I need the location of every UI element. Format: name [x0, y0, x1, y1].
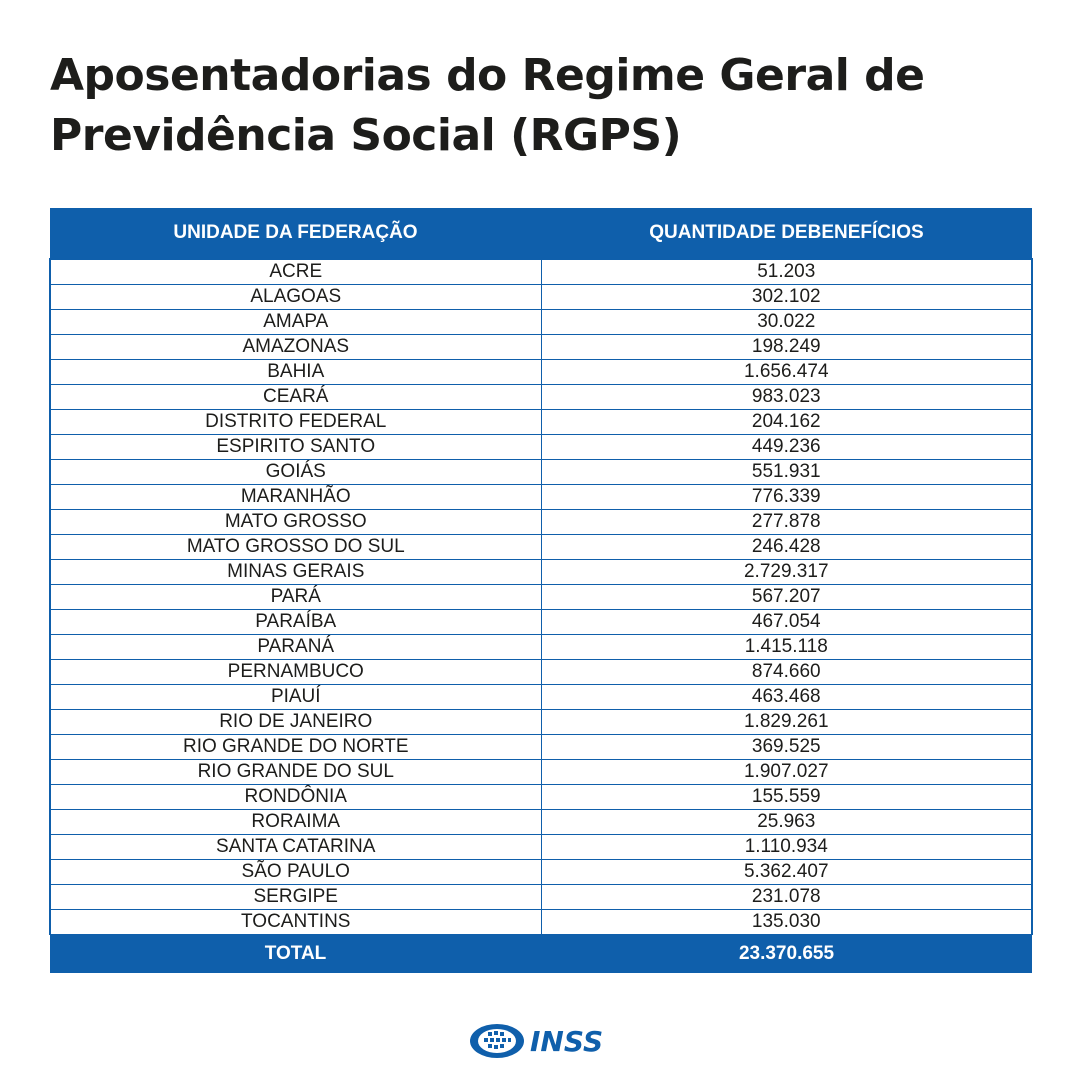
state-cell: PIAUÍ: [49, 684, 542, 710]
table-row: PARANÁ 1.415.118: [49, 634, 1033, 660]
table-row: SÃO PAULO 5.362.407: [49, 859, 1033, 885]
state-cell: RONDÔNIA: [49, 784, 542, 810]
quantity-cell: 25.963: [540, 809, 1033, 835]
table-row: MATO GROSSO 277.878: [49, 509, 1033, 535]
quantity-cell: 246.428: [540, 534, 1033, 560]
header-quantity: QUANTIDADE DEBENEFÍCIOS: [541, 208, 1032, 259]
state-cell: ESPIRITO SANTO: [49, 434, 542, 460]
total-row: TOTAL 23.370.655: [50, 934, 1032, 973]
state-cell: RIO GRANDE DO SUL: [49, 759, 542, 785]
header-state: UNIDADE DA FEDERAÇÃO: [50, 208, 541, 259]
total-value: 23.370.655: [541, 934, 1032, 973]
state-cell: MATO GROSSO DO SUL: [49, 534, 542, 560]
table-header: UNIDADE DA FEDERAÇÃO QUANTIDADE DEBENEFÍ…: [50, 208, 1032, 259]
quantity-cell: 1.829.261: [540, 709, 1033, 735]
table-row: AMAZONAS 198.249: [49, 334, 1033, 360]
table-row: RIO GRANDE DO SUL 1.907.027: [49, 759, 1033, 785]
table-row: RIO DE JANEIRO 1.829.261: [49, 709, 1033, 735]
state-cell: DISTRITO FEDERAL: [49, 409, 542, 435]
table-row: PIAUÍ 463.468: [49, 684, 1033, 710]
total-label: TOTAL: [50, 934, 541, 973]
quantity-cell: 155.559: [540, 784, 1033, 810]
benefits-table-container: UNIDADE DA FEDERAÇÃO QUANTIDADE DEBENEFÍ…: [49, 208, 1033, 978]
state-cell: RIO GRANDE DO NORTE: [49, 734, 542, 760]
state-cell: MARANHÃO: [49, 484, 542, 510]
inss-logo: INSS: [468, 1019, 616, 1063]
table-body: ACRE 51.203 ALAGOAS 302.102 AMAPA 30.022 AMAZO…: [49, 258, 1033, 935]
state-cell: GOIÁS: [49, 459, 542, 485]
quantity-cell: 369.525: [540, 734, 1033, 760]
table-row: AMAPA 30.022: [49, 309, 1033, 335]
state-cell: MINAS GERAIS: [49, 559, 542, 585]
quantity-cell: 231.078: [540, 884, 1033, 910]
state-cell: RORAIMA: [49, 809, 542, 835]
table-row: CEARÁ 983.023: [49, 384, 1033, 410]
quantity-cell: 567.207: [540, 584, 1033, 610]
quantity-cell: 198.249: [540, 334, 1033, 360]
state-cell: SÃO PAULO: [49, 859, 542, 885]
table-row: MINAS GERAIS 2.729.317: [49, 559, 1033, 585]
quantity-cell: 1.907.027: [540, 759, 1033, 785]
table-row: ALAGOAS 302.102: [49, 284, 1033, 310]
quantity-cell: 30.022: [540, 309, 1033, 335]
table-row: RORAIMA 25.963: [49, 809, 1033, 835]
state-cell: PARAÍBA: [49, 609, 542, 635]
table-row: RIO GRANDE DO NORTE 369.525: [49, 734, 1033, 760]
state-cell: RIO DE JANEIRO: [49, 709, 542, 735]
page-title: Aposentadorias do Regime Geral de Previd…: [50, 50, 925, 161]
quantity-cell: 2.729.317: [540, 559, 1033, 585]
quantity-cell: 776.339: [540, 484, 1033, 510]
table-row: ESPIRITO SANTO 449.236: [49, 434, 1033, 460]
state-cell: TOCANTINS: [49, 909, 542, 935]
state-cell: CEARÁ: [49, 384, 542, 410]
state-cell: SERGIPE: [49, 884, 542, 910]
quantity-cell: 874.660: [540, 659, 1033, 685]
state-cell: ACRE: [49, 258, 542, 285]
table-row: MATO GROSSO DO SUL 246.428: [49, 534, 1033, 560]
quantity-cell: 204.162: [540, 409, 1033, 435]
benefits-table: UNIDADE DA FEDERAÇÃO QUANTIDADE DEBENEFÍ…: [49, 208, 1033, 973]
table-row: SERGIPE 231.078: [49, 884, 1033, 910]
state-cell: AMAPA: [49, 309, 542, 335]
state-cell: BAHIA: [49, 359, 542, 385]
table-row: ACRE 51.203: [49, 258, 1033, 285]
quantity-cell: 135.030: [540, 909, 1033, 935]
quantity-cell: 551.931: [540, 459, 1033, 485]
quantity-cell: 277.878: [540, 509, 1033, 535]
table-row: TOCANTINS 135.030: [49, 909, 1033, 935]
table-footer: TOTAL 23.370.655: [50, 934, 1032, 973]
table-header-row: UNIDADE DA FEDERAÇÃO QUANTIDADE DEBENEFÍ…: [50, 208, 1032, 259]
state-cell: PARÁ: [49, 584, 542, 610]
table-row: MARANHÃO 776.339: [49, 484, 1033, 510]
quantity-cell: 467.054: [540, 609, 1033, 635]
quantity-cell: 1.110.934: [540, 834, 1033, 860]
quantity-cell: 449.236: [540, 434, 1033, 460]
table-row: PERNAMBUCO 874.660: [49, 659, 1033, 685]
quantity-cell: 983.023: [540, 384, 1033, 410]
quantity-cell: 5.362.407: [540, 859, 1033, 885]
quantity-cell: 1.415.118: [540, 634, 1033, 660]
state-cell: ALAGOAS: [49, 284, 542, 310]
table-row: SANTA CATARINA 1.110.934: [49, 834, 1033, 860]
state-cell: PARANÁ: [49, 634, 542, 660]
inss-globe-logo-icon: [470, 1024, 524, 1058]
table-row: BAHIA 1.656.474: [49, 359, 1033, 385]
quantity-cell: 51.203: [540, 258, 1033, 285]
state-cell: AMAZONAS: [49, 334, 542, 360]
quantity-cell: 1.656.474: [540, 359, 1033, 385]
quantity-cell: 463.468: [540, 684, 1033, 710]
table-row: DISTRITO FEDERAL 204.162: [49, 409, 1033, 435]
table-row: RONDÔNIA 155.559: [49, 784, 1033, 810]
table-row: PARÁ 567.207: [49, 584, 1033, 610]
state-cell: MATO GROSSO: [49, 509, 542, 535]
table-row: PARAÍBA 467.054: [49, 609, 1033, 635]
logo-text: INSS: [530, 1024, 604, 1058]
state-cell: SANTA CATARINA: [49, 834, 542, 860]
quantity-cell: 302.102: [540, 284, 1033, 310]
state-cell: PERNAMBUCO: [49, 659, 542, 685]
table-row: GOIÁS 551.931: [49, 459, 1033, 485]
